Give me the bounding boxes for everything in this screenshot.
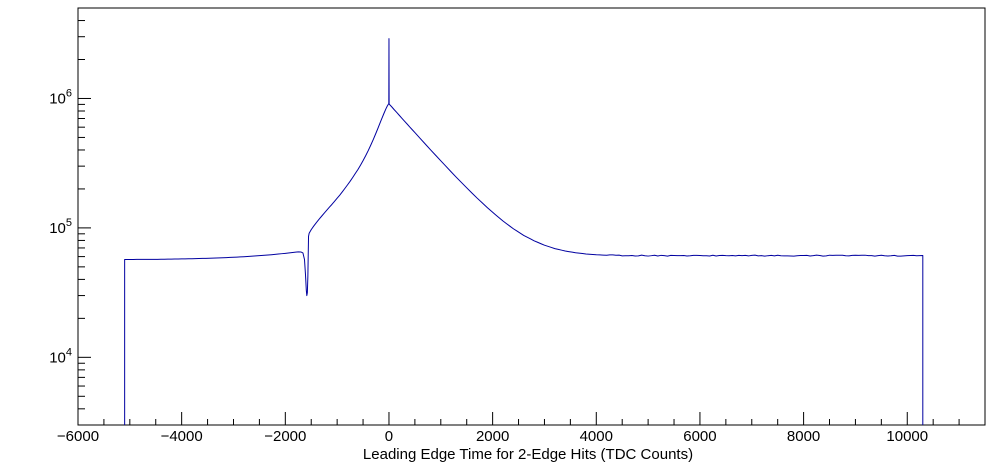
x-tick-label: 8000 xyxy=(787,428,820,445)
y-tick-label: 104 xyxy=(49,346,72,366)
data-layer xyxy=(124,38,924,425)
x-tick-label: 2000 xyxy=(476,428,509,445)
x-tick-label: 6000 xyxy=(683,428,716,445)
axes-layer: −6000 −4000 −2000 0 2000 4000 6000 8000 10000 104… xyxy=(49,7,986,445)
x-tick-label: 10000 xyxy=(886,428,928,445)
y-tick-label: 106 xyxy=(49,87,72,107)
histogram-line xyxy=(124,38,924,425)
x-tick-label: −4000 xyxy=(161,428,203,445)
x-tick-label: 4000 xyxy=(580,428,613,445)
plot-frame xyxy=(77,7,986,426)
x-axis-title: Leading Edge Time for 2-Edge Hits (TDC C… xyxy=(363,446,693,463)
x-tick-label: −2000 xyxy=(264,428,306,445)
y-tick-label: 105 xyxy=(49,217,72,237)
x-tick-label: 0 xyxy=(385,428,393,445)
x-tick-label: −6000 xyxy=(57,428,99,445)
